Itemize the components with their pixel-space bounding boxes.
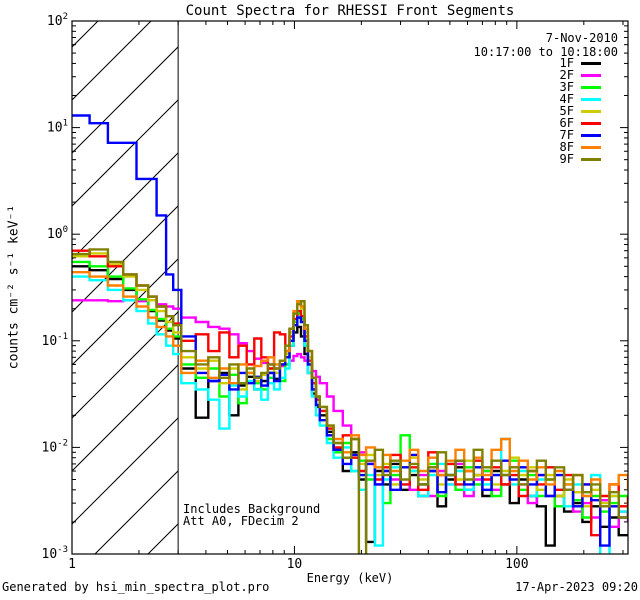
legend-label: 1F: [559, 56, 574, 70]
series-2F-curve: [72, 299, 628, 528]
legend-label: 7F: [559, 128, 574, 142]
legend-label: 2F: [559, 68, 574, 82]
legend-color-swatch: [581, 109, 601, 113]
y-tick-label: 101: [47, 119, 68, 136]
legend-item-1F: 1F: [559, 56, 601, 70]
date-label: 7-Nov-2010: [545, 31, 618, 45]
x-axis-label: Energy (keV): [306, 571, 394, 585]
y-tick-label: 10-1: [42, 332, 69, 349]
legend-item-4F: 4F: [559, 92, 601, 106]
legend-color-swatch: [581, 97, 601, 101]
series-1F-curve: [72, 265, 628, 547]
x-tick-label: 100: [505, 557, 528, 572]
footer-generated-by: Generated by hsi_min_spectra_plot.pro: [2, 580, 270, 594]
y-axis-label: counts cm⁻² s⁻¹ keV⁻¹: [6, 204, 22, 370]
x-tick-label: 10: [287, 557, 303, 572]
legend-item-3F: 3F: [559, 80, 601, 94]
legend-color-swatch: [581, 121, 601, 125]
y-tick-label: 10-2: [42, 438, 69, 455]
legend-color-swatch: [581, 133, 601, 137]
plot-frame: [71, 20, 629, 555]
legend-label: 9F: [559, 152, 574, 166]
legend-item-2F: 2F: [559, 68, 601, 82]
time-range-label: 10:17:00 to 10:18:00: [473, 45, 619, 59]
chart-title: Count Spectra for RHESSI Front Segments: [185, 3, 515, 19]
legend-item-5F: 5F: [559, 104, 601, 118]
axis-ticks: [71, 20, 628, 555]
hatch-region: [72, 21, 179, 554]
y-tick-label: 102: [47, 12, 68, 29]
legend-label: 4F: [559, 92, 574, 106]
legend-item-9F: 9F: [559, 152, 601, 166]
legend-color-swatch: [581, 157, 601, 161]
legend-color-swatch: [581, 85, 601, 89]
y-tick-label: 100: [47, 225, 68, 242]
legend-color-swatch: [581, 61, 601, 65]
x-tick-label: 1: [68, 557, 76, 572]
observation-datetime: 7-Nov-2010 10:17:00 to 10:18:00: [474, 31, 619, 59]
legend-item-7F: 7F: [559, 128, 601, 142]
legend-label: 8F: [559, 140, 574, 154]
y-tick-label: 10-3: [42, 545, 69, 562]
legend-label: 5F: [559, 104, 574, 118]
annotation-background: Includes Background: [183, 502, 321, 516]
legend: 1F 2F 3F 4F 5F 6F 7F 8F 9F: [559, 56, 601, 166]
series-8F-curve: [72, 271, 628, 508]
legend-label: 6F: [559, 116, 574, 130]
legend-item-6F: 6F: [559, 116, 601, 130]
annotation-attenuator: Att A0, FDecim 2: [183, 514, 299, 528]
legend-item-8F: 8F: [559, 140, 601, 154]
series-9F-curve: [72, 248, 628, 554]
legend-color-swatch: [581, 73, 601, 77]
footer-timestamp: 17-Apr-2023 09:20: [515, 580, 638, 594]
legend-label: 3F: [559, 80, 574, 94]
legend-color-swatch: [581, 145, 601, 149]
